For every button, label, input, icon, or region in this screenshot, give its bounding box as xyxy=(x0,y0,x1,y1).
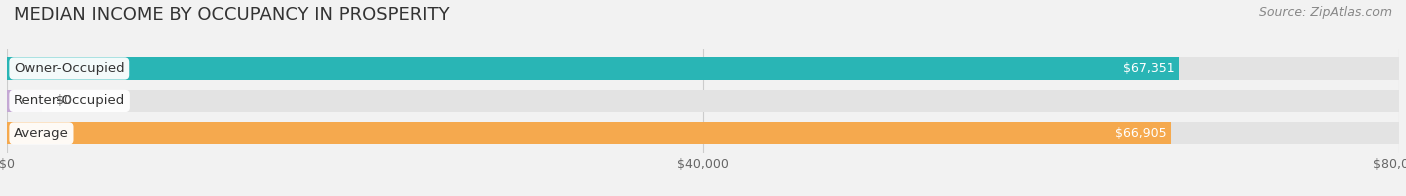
Text: Owner-Occupied: Owner-Occupied xyxy=(14,62,125,75)
Bar xyxy=(7,90,1399,112)
Bar xyxy=(7,90,42,112)
Text: $0: $0 xyxy=(56,94,72,107)
Bar xyxy=(7,57,1399,80)
Text: $67,351: $67,351 xyxy=(1123,62,1174,75)
Bar xyxy=(7,122,1399,144)
Bar xyxy=(7,57,1178,80)
Text: Source: ZipAtlas.com: Source: ZipAtlas.com xyxy=(1258,6,1392,19)
Text: Average: Average xyxy=(14,127,69,140)
Text: Renter-Occupied: Renter-Occupied xyxy=(14,94,125,107)
Bar xyxy=(7,122,1171,144)
Text: MEDIAN INCOME BY OCCUPANCY IN PROSPERITY: MEDIAN INCOME BY OCCUPANCY IN PROSPERITY xyxy=(14,6,450,24)
Text: $66,905: $66,905 xyxy=(1115,127,1167,140)
